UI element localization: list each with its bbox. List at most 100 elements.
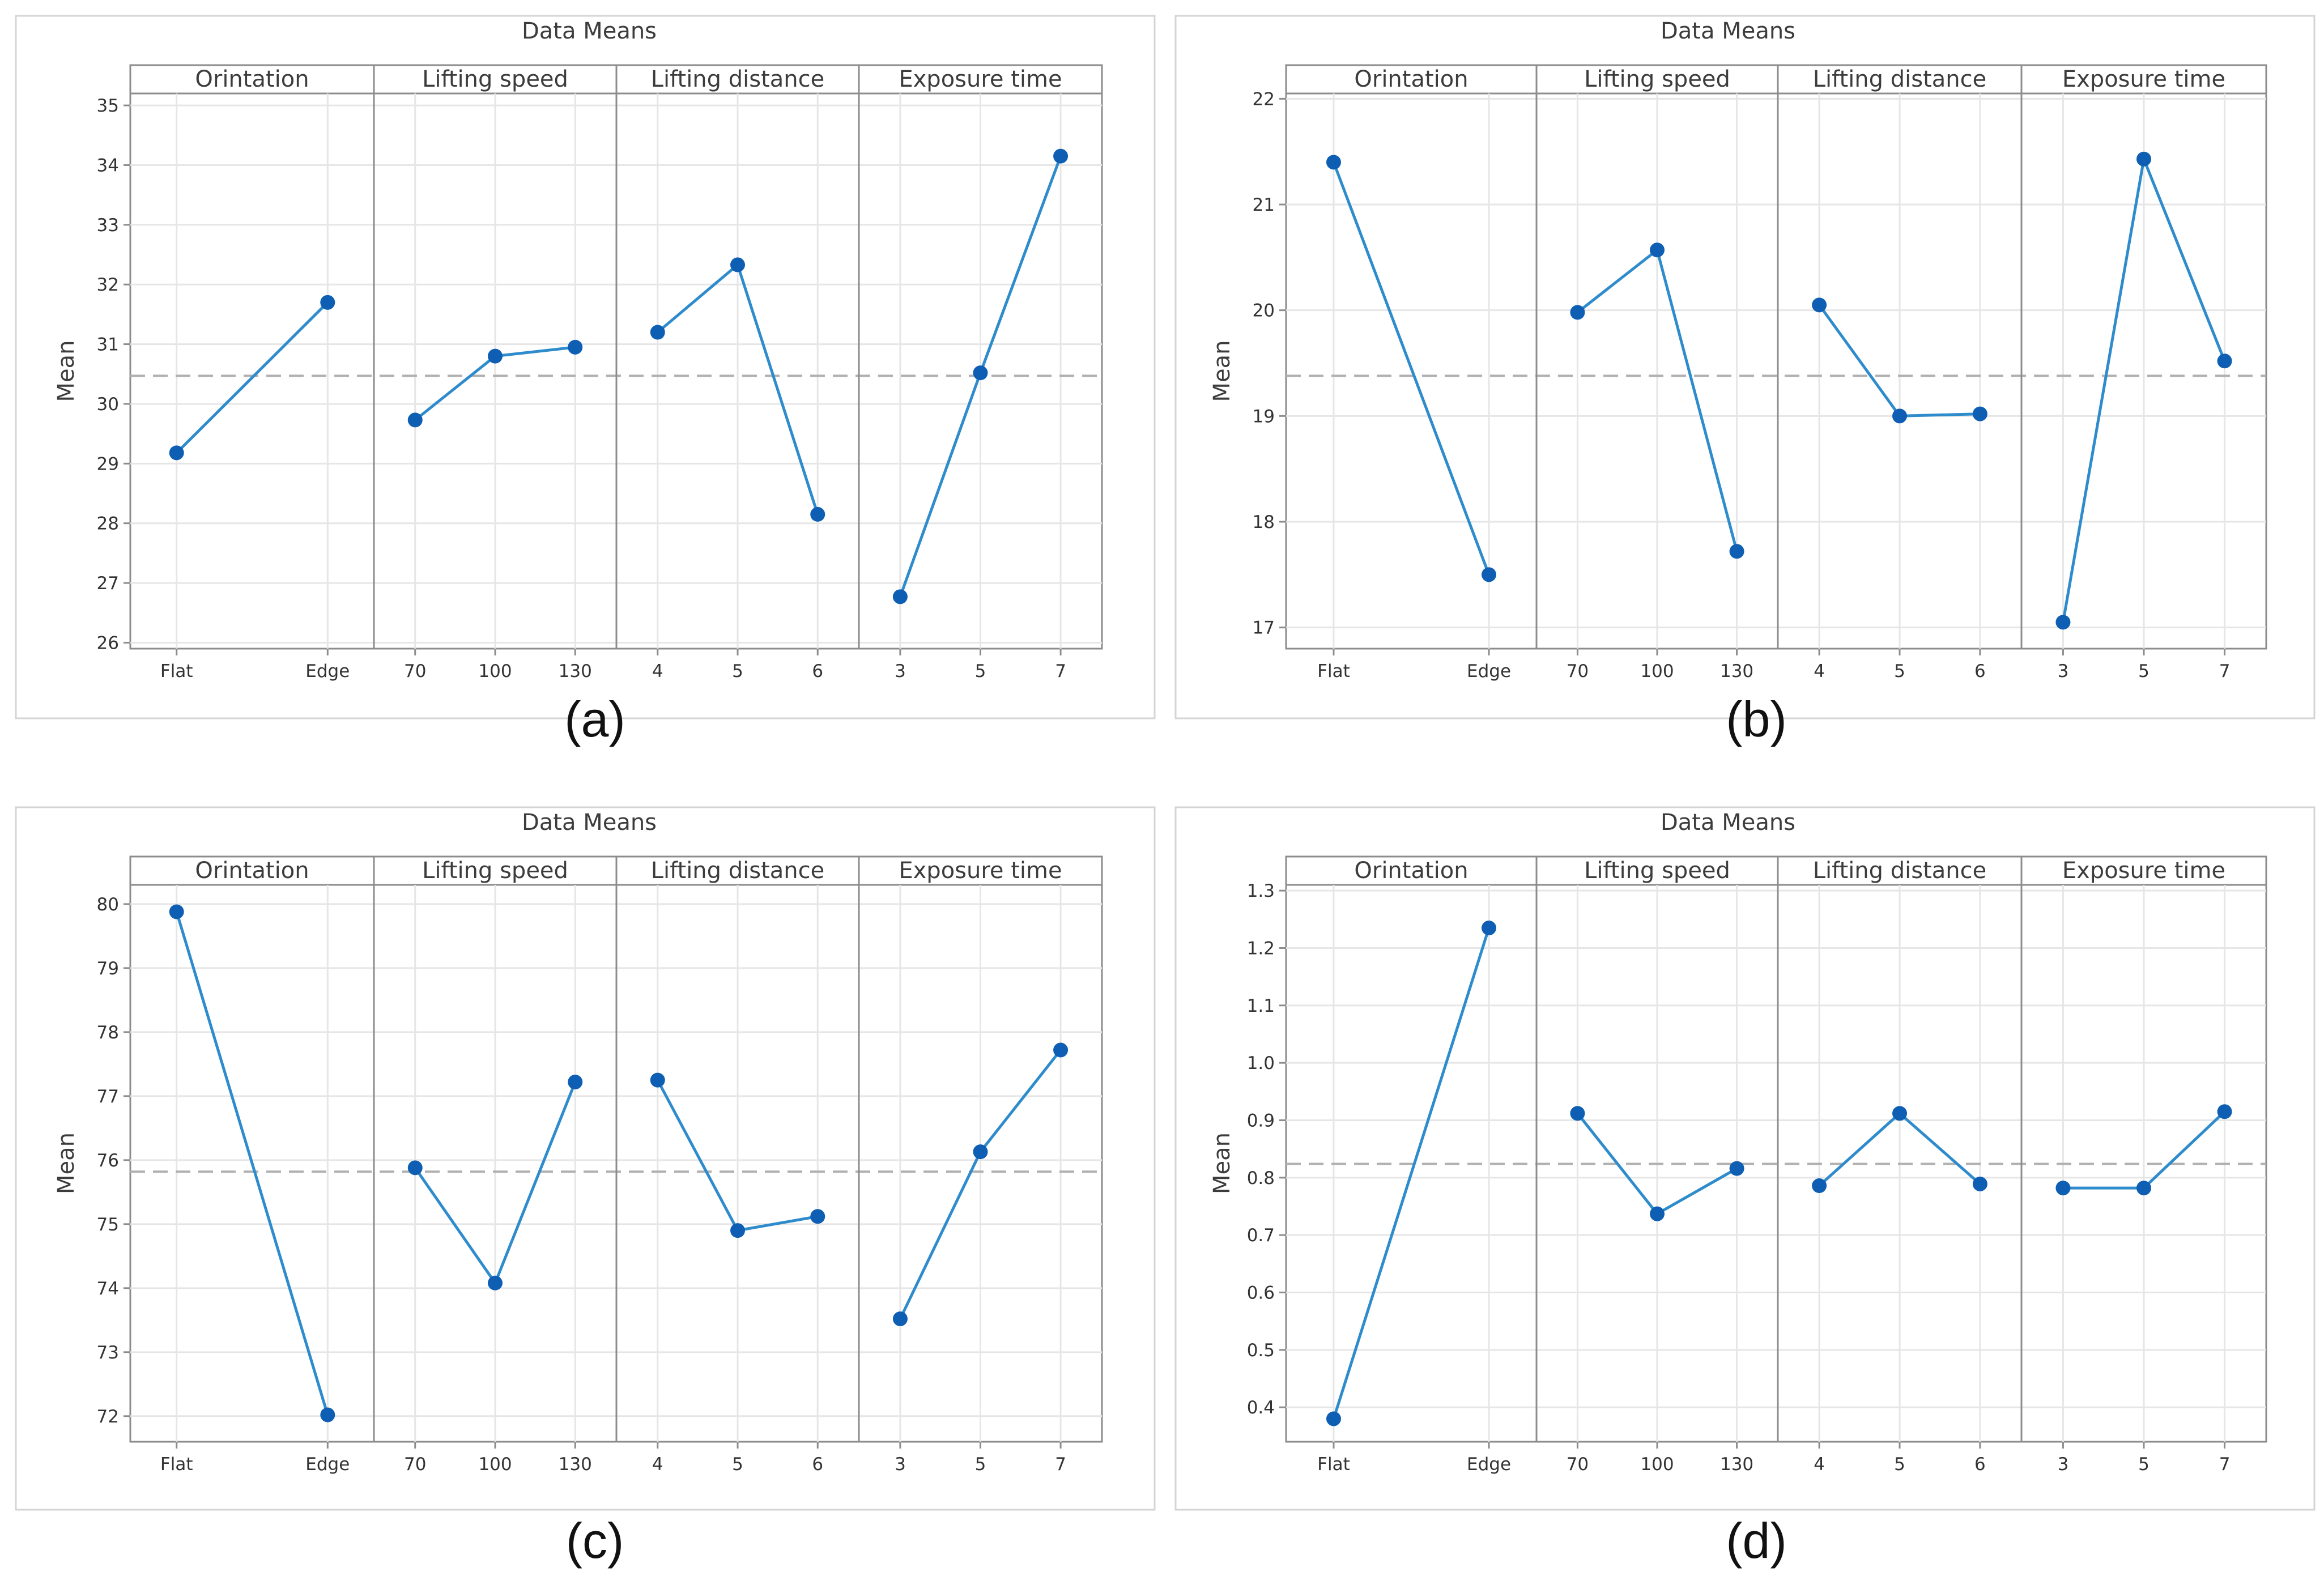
- x-tick-label: 5: [1894, 661, 1905, 682]
- factor-section-1: Orintation Flat Edge: [1317, 66, 1511, 682]
- y-tick-label: 75: [97, 1215, 119, 1235]
- factor-label: Orintation: [195, 66, 309, 92]
- y-tick-label: 29: [97, 454, 119, 474]
- y-tick-label: 0.7: [1247, 1225, 1275, 1246]
- factor-section-4: Exposure time 3 5 7: [858, 857, 1069, 1475]
- y-axis-label: Mean: [53, 340, 79, 402]
- data-point: [892, 589, 908, 604]
- data-point: [407, 1160, 423, 1175]
- factor-section-1: Orintation Flat Edge: [160, 858, 350, 1475]
- data-point: [2136, 151, 2151, 167]
- plot-area: [1285, 855, 2267, 1443]
- data-point: [730, 1223, 745, 1238]
- data-point: [1570, 305, 1585, 320]
- x-tick-label: 5: [2138, 1454, 2150, 1475]
- y-tick-label: 35: [97, 96, 119, 116]
- data-point: [892, 1311, 908, 1327]
- x-tick-label: 3: [895, 661, 906, 682]
- data-point: [568, 339, 583, 355]
- factor-section-2: Lifting speed 70 100 130: [1535, 857, 1753, 1475]
- data-point: [1729, 1161, 1744, 1176]
- data-point: [1053, 1042, 1069, 1058]
- x-tick-label: Edge: [305, 661, 350, 682]
- data-point: [1326, 1411, 1341, 1426]
- data-point: [650, 325, 665, 340]
- factor-section-3: Lifting distance 4 5 6: [615, 857, 825, 1475]
- y-tick-label: 72: [97, 1407, 119, 1427]
- data-point: [650, 1072, 665, 1088]
- factor-section-3: Lifting distance 4 5 6: [1777, 857, 1987, 1475]
- x-tick-label: 100: [1640, 1454, 1674, 1475]
- factor-section-1: Orintation Flat Edge: [1317, 858, 1511, 1475]
- y-tick-label: 21: [1253, 195, 1275, 215]
- data-point: [1812, 1178, 1827, 1194]
- y-tick-label: 1.0: [1247, 1053, 1275, 1074]
- x-tick-label: 5: [2138, 661, 2150, 682]
- x-tick-label: 4: [652, 1454, 663, 1475]
- data-point: [973, 365, 988, 381]
- x-tick-label: 5: [732, 1454, 743, 1475]
- data-point: [1972, 1176, 1987, 1191]
- chart-panel-4: Data Means 0.4 0.5 0.6 0.7 0.8 0.9 1.0 1.1 1.2 1.3…: [1174, 806, 2316, 1569]
- x-tick-label: 5: [975, 661, 986, 682]
- x-tick-label: 4: [1814, 661, 1825, 682]
- x-tick-label: 130: [1720, 1454, 1753, 1475]
- y-tick-label: 78: [97, 1023, 119, 1043]
- factor-label: Lifting distance: [651, 858, 825, 884]
- series-line: [175, 911, 329, 1416]
- data-point: [730, 257, 745, 272]
- factor-section-2: Lifting speed 70 100 130: [373, 857, 592, 1475]
- y-tick-label: 32: [97, 275, 119, 295]
- x-tick-label: 7: [1055, 1454, 1066, 1475]
- data-point: [1326, 155, 1341, 170]
- factor-section-2: Lifting speed 70 100 130: [1535, 65, 1753, 682]
- x-tick-label: 70: [404, 661, 426, 682]
- factor-section-3: Lifting distance 4 5 6: [615, 65, 825, 682]
- chart-title: Data Means: [522, 810, 657, 836]
- x-tick-label: 100: [1640, 661, 1674, 682]
- x-tick-label: 5: [975, 1454, 986, 1475]
- x-tick-label: 70: [1567, 661, 1589, 682]
- y-tick-label: 0.6: [1247, 1283, 1275, 1304]
- factor-label: Lifting speed: [1584, 858, 1730, 884]
- x-tick-label: Flat: [1317, 661, 1350, 682]
- factor-section-2: Lifting speed 70 100 130: [373, 65, 592, 682]
- factor-section-1: Orintation Flat Edge: [160, 66, 350, 682]
- y-tick-label: 27: [97, 573, 119, 594]
- plot-area: [1285, 64, 2267, 650]
- y-axis-label: Mean: [53, 1132, 79, 1194]
- y-axis-label: Mean: [1209, 1132, 1235, 1194]
- x-tick-label: 130: [1720, 661, 1753, 682]
- panel-caption: (b): [1726, 691, 1787, 747]
- data-point: [1892, 1106, 1907, 1121]
- data-point: [1729, 544, 1744, 559]
- chart-panel-3: Data Means727374757677787980MeanOrintati…: [15, 806, 1156, 1569]
- data-point: [1650, 242, 1665, 258]
- data-point: [488, 1275, 503, 1290]
- data-point: [407, 412, 423, 428]
- x-tick-label: 7: [2219, 1454, 2231, 1475]
- factor-label: Lifting distance: [1813, 66, 1987, 92]
- y-tick-label: 31: [97, 335, 119, 355]
- y-tick-label: 1.2: [1247, 938, 1275, 959]
- y-tick-label: 22: [1253, 89, 1275, 109]
- data-point: [1570, 1106, 1585, 1121]
- factor-section-4: Exposure time 3 5 7: [858, 65, 1069, 682]
- series-line: [175, 301, 329, 454]
- x-tick-label: 5: [732, 661, 743, 682]
- y-tick-label: 28: [97, 514, 119, 534]
- x-tick-label: 7: [1055, 661, 1066, 682]
- x-tick-label: 6: [812, 661, 823, 682]
- data-point: [810, 506, 825, 522]
- y-tick-label: 18: [1253, 512, 1275, 533]
- factor-header-strip: [1285, 64, 2267, 95]
- data-point: [2055, 615, 2071, 630]
- data-point: [488, 348, 503, 364]
- x-tick-label: 130: [559, 661, 592, 682]
- panel-caption: (c): [566, 1513, 624, 1569]
- panel-caption: (a): [564, 691, 625, 747]
- x-tick-label: 3: [895, 1454, 906, 1475]
- x-tick-label: 130: [559, 1454, 592, 1475]
- x-tick-label: 7: [2219, 661, 2231, 682]
- data-point: [2136, 1181, 2151, 1196]
